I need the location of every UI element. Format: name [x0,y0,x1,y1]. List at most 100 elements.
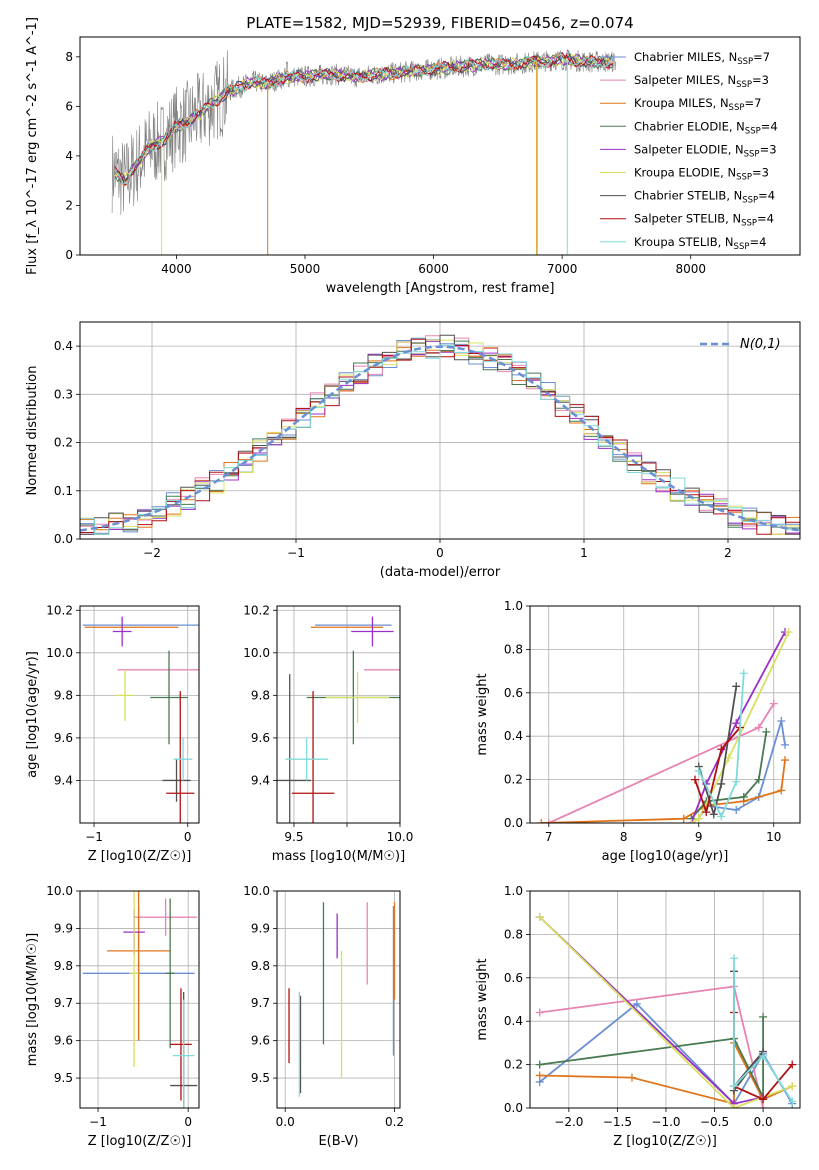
legend-label: N(0,1) [740,337,781,352]
y-axis-label: mass weight [475,673,490,755]
x-tick-label: 8000 [675,262,706,276]
y-tick-label: 9.9 [251,921,270,935]
legend-value: =3 [760,142,777,156]
weight-line [539,985,764,1108]
axes-frame [529,605,801,824]
x-tick-label: −1.0 [651,1115,680,1129]
y-tick-label: 0.8 [504,642,523,656]
x-axis-label: Z [log10(Z/Z☉)] [88,1134,192,1149]
panel-mass-vs-Z: −1 0 9.5 9.6 9.7 9.8 9.9 10.0 Z [log10(Z/Z☉)] mas… [25,884,200,1149]
weight-marker [754,775,763,784]
weight-marker [769,699,778,708]
weight-line [541,759,786,823]
model-salpeter-stelib [114,51,614,186]
x-tick-label: 10.0 [387,830,414,844]
y-tick-label: 9.8 [54,959,73,973]
legend-label: Salpeter MILES, NSSP=3 [634,73,769,90]
y-axis-label: mass weight [475,958,490,1040]
weight-marker [788,1097,797,1106]
legend-label: Kroupa ELODIE, NSSP=3 [634,166,769,183]
y-tick-label: 9.4 [54,773,73,787]
legend-label: Chabrier MILES, NSSP=7 [634,50,770,67]
y-tick-label: 9.6 [54,731,73,745]
legend-value: =3 [752,73,769,87]
legend-subscript: SSP [742,196,758,206]
legend-value: =4 [749,235,766,249]
x-tick-label: 5000 [290,262,321,276]
panel-weight-vs-age: 7 8 9 10 0.0 0.2 0.4 0.6 0.8 1.0 age [log10(age/yr… [475,599,801,864]
axes-frame [529,890,801,1109]
panel-spectrum: 4000 5000 6000 7000 8000 0 2 4 6 8 wavelength [Ang… [25,17,801,296]
weight-marker [759,1104,768,1108]
weight-marker [632,999,641,1008]
y-tick-label: 9.8 [251,959,270,973]
model-kroupa-elodie [114,53,614,178]
weight-marker [535,913,544,922]
weight-line [697,686,738,818]
y-tick-label: 9.6 [54,1034,73,1048]
weight-marker [781,756,789,765]
y-tick-label: 0.2 [54,436,73,450]
x-tick-label: −2 [143,546,161,560]
weight-marker [729,1104,738,1108]
y-tick-label: 4 [65,149,73,163]
y-tick-label: 10.0 [243,884,270,898]
weight-line [694,726,741,816]
y-tick-label: 0.4 [504,729,523,743]
weight-marker [694,814,703,823]
weight-line [539,916,793,1108]
legend-subscript: SSP [745,126,761,136]
y-tick-label: 0.4 [504,1014,523,1028]
weight-marker [729,1082,738,1091]
weight-marker [729,954,738,963]
legend-value: =7 [744,96,761,110]
x-axis-label: mass [log10(M/M☉)] [272,849,405,864]
figure-title: PLATE=1582, MJD=52939, FIBERID=0456, z=0… [246,14,633,32]
gaussian-curve [80,345,800,532]
y-tick-label: 10.0 [46,646,73,660]
y-tick-label: 0.4 [54,339,73,353]
x-tick-label: 0 [184,1115,192,1129]
y-tick-label: 10.2 [243,603,270,617]
legend-value: =4 [758,189,775,203]
y-tick-label: 0.0 [54,532,73,546]
x-tick-label: 0 [436,546,444,560]
weight-marker [781,740,789,749]
legend-value: =4 [761,119,778,133]
x-tick-label: 8 [620,830,628,844]
y-axis-label: mass [log10(M/M☉)] [25,933,40,1066]
hist-kroupa-elodie [80,339,800,535]
y-tick-label: 9.6 [251,731,270,745]
y-tick-label: 0.6 [504,686,523,700]
x-axis-label: Z [log10(Z/Z☉)] [613,1134,717,1149]
panel-age-vs-Z: −1 0 9.4 9.6 9.8 10.0 10.2 Z [log10(Z/Z☉)] age [… [25,603,200,864]
y-tick-label: 10.0 [46,884,73,898]
x-tick-label: 7 [545,830,553,844]
weight-line [697,673,745,819]
weight-marker [739,792,748,801]
weight-marker [732,805,741,814]
x-tick-label: −1.5 [603,1115,632,1129]
x-tick-label: 9 [695,830,703,844]
y-tick-label: 9.7 [54,996,73,1010]
x-tick-label: −0.5 [700,1115,729,1129]
x-tick-label: 2 [724,546,732,560]
hist-kroupa-stelib [80,344,800,535]
panel-weight-vs-Z: −2.0 −1.5 −1.0 −0.5 0.0 0.0 0.2 0.4 0.6 0.8 1.0 Z [… [475,884,801,1149]
x-axis-label: (data-model)/error [380,565,501,580]
legend-value: =7 [753,50,770,64]
panel-mass-vs-ebv: 0.0 0.2 9.5 9.6 9.7 9.8 9.9 10.0 E(B-V) [243,884,404,1149]
panel-residual-hist: −2 −1 0 1 2 0.0 0.1 0.2 0.3 0.4 (data-model)/error… [25,321,801,580]
x-tick-label: −1 [287,546,305,560]
weight-marker [544,819,553,823]
y-tick-label: 9.5 [251,1071,270,1085]
legend-subscript: SSP [736,80,752,90]
weight-marker [754,723,763,732]
legend-subscript: SSP [737,57,753,67]
x-tick-label: 4000 [161,262,192,276]
weight-line [690,631,790,823]
y-tick-label: 0.3 [54,387,73,401]
weight-marker [784,628,793,637]
y-tick-label: 0 [65,248,73,262]
weight-line [690,631,786,823]
